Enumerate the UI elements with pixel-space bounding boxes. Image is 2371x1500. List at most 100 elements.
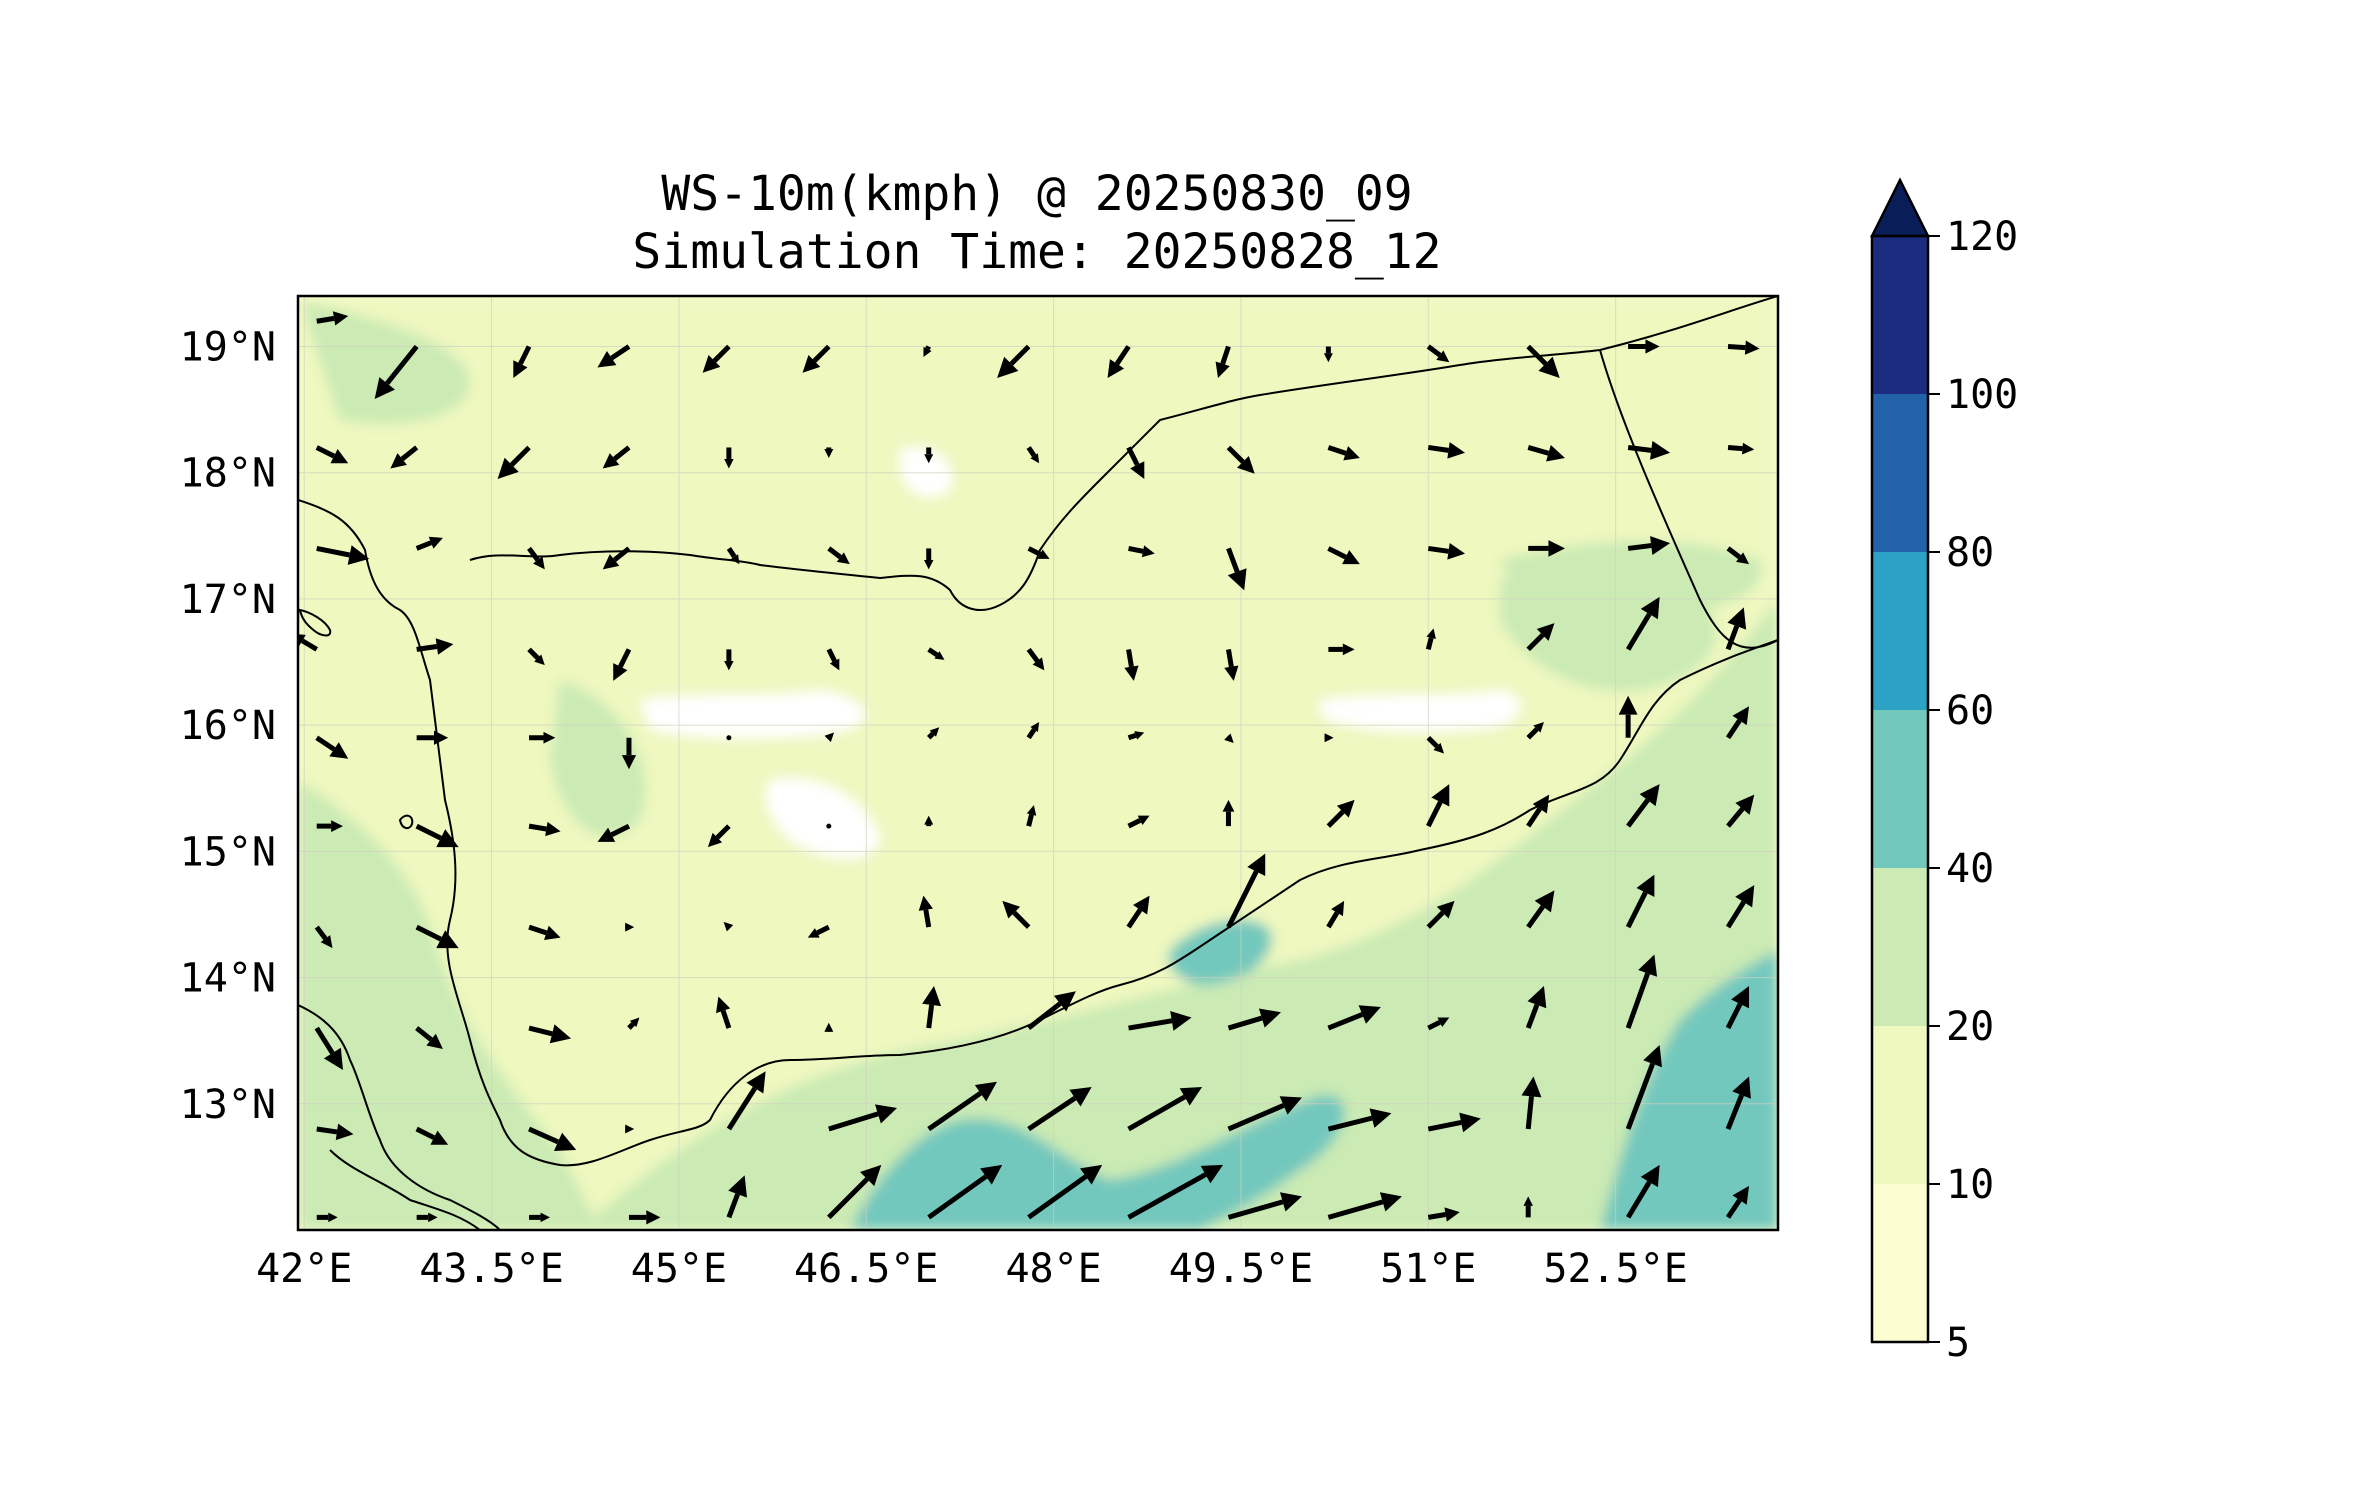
wind-arrow (1226, 445, 1255, 474)
wind-arrow (1727, 442, 1755, 455)
wind-arrow (1427, 442, 1466, 459)
wind-arrow (724, 447, 734, 469)
wind-arrow (1326, 900, 1345, 929)
wind-arrow (513, 345, 532, 378)
wind-arrow (1027, 991, 1076, 1031)
wind-arrow (716, 996, 732, 1029)
wind-arrow (702, 344, 731, 373)
wind-arrow (390, 445, 419, 469)
wind-arrow (1222, 799, 1235, 827)
wind-arrow (1727, 340, 1760, 355)
wind-arrow (927, 647, 945, 660)
wind-arrow (528, 821, 561, 837)
wind-arrow (1227, 1192, 1302, 1220)
wind-arrow (597, 344, 631, 368)
wind-arrow (1627, 440, 1671, 460)
wind-arrow (924, 447, 934, 464)
wind-arrow (1526, 794, 1550, 828)
wind-arrow (597, 823, 631, 842)
wind-arrow (1427, 1207, 1460, 1222)
wind-arrow (627, 1017, 640, 1030)
calm-patch-central (640, 690, 865, 739)
wind-arrow (1427, 1017, 1450, 1031)
colorbar-segment (1872, 868, 1928, 1026)
x-tick-label: 48°E (1005, 1246, 1101, 1292)
contour-band-20-40-coast (580, 600, 1778, 1230)
wind-arrow (1027, 546, 1050, 559)
wind-arrow (1124, 648, 1139, 681)
wind-arrow (1227, 1096, 1302, 1132)
coastline-arabia (298, 499, 1778, 1167)
wind-arrow (415, 823, 459, 848)
wind-arrow (1426, 900, 1455, 929)
wind-arrow (726, 1071, 766, 1131)
map-frame (296, 294, 1780, 1232)
calm-patch-south-central (766, 778, 880, 859)
wind-arrow (1426, 735, 1445, 754)
wind-arrow (1625, 596, 1660, 651)
chart-subtitle: Simulation Time: 20250828_12 (632, 224, 1441, 280)
wind-arrow (1107, 345, 1131, 378)
wind-arrow (1725, 986, 1750, 1030)
colorbar-tick-label: 40 (1946, 846, 1994, 892)
wind-arrow (1526, 344, 1560, 378)
colorbar-tick-label: 20 (1946, 1004, 1994, 1050)
wind-arrow (918, 895, 933, 928)
wind-arrow (316, 1123, 354, 1141)
wind-arrow (1027, 1164, 1103, 1220)
wind-arrow (314, 925, 333, 949)
wind-arrow (1227, 1008, 1281, 1031)
island-farasan (298, 608, 332, 637)
wind-arrow (1128, 1010, 1192, 1031)
contour-band-20-40-sw (298, 780, 600, 1230)
colorbar-segment (1872, 552, 1928, 710)
wind-arrow (621, 737, 637, 770)
colorbar-tick-label: 60 (1946, 688, 1994, 734)
wind-arrow (1625, 954, 1658, 1029)
wind-arrow (528, 1126, 577, 1152)
wind-arrow (1324, 733, 1334, 743)
wind-arrow (1327, 445, 1360, 461)
wind-arrow (529, 731, 556, 744)
island-kamaran (398, 814, 414, 830)
wind-arrow (625, 1124, 635, 1134)
x-axis: 42°E 43.5°E 45°E 46.5°E 48°E 49.5°E 51°E 52.5°E (256, 1246, 1688, 1292)
wind-arrow (726, 1175, 747, 1219)
wind-arrow (1323, 346, 1333, 363)
wind-arrow (726, 735, 732, 741)
wind-arrow (602, 546, 631, 570)
wind-arrow (1326, 799, 1355, 828)
chart-title: WS-10m(kmph) @ 20250830_09 (661, 166, 1412, 222)
border-eritrea-ethiopia (329, 1149, 481, 1230)
wind-arrow (628, 1210, 661, 1225)
colorbar-segment (1872, 236, 1928, 394)
wind-arrow (298, 634, 319, 652)
wind-arrow (1427, 543, 1466, 560)
x-tick-label: 42°E (256, 1246, 352, 1292)
wind-arrow (926, 727, 940, 740)
wind-arrow (1426, 344, 1450, 363)
wind-arrow (997, 344, 1031, 378)
wind-arrow (1628, 339, 1660, 354)
wind-arrow (1625, 1164, 1660, 1219)
calm-patch-east (1320, 690, 1522, 732)
wind-arrow (1327, 1005, 1381, 1031)
wind-arrow (1226, 853, 1266, 929)
colorbar-tick-label: 10 (1946, 1162, 1994, 1208)
wind-arrow (1126, 895, 1150, 929)
x-tick-label: 45°E (631, 1246, 727, 1292)
wind-arrow (1726, 546, 1750, 565)
wind-arrow (1026, 722, 1040, 740)
wind-arrow (315, 445, 349, 464)
x-tick-label: 49.5°E (1169, 1246, 1314, 1292)
wind-arrow (923, 345, 932, 357)
wind-arrow (529, 1212, 551, 1223)
wind-arrow (802, 344, 831, 373)
wind-arrow (824, 1022, 834, 1032)
wind-arrow (724, 649, 734, 671)
wind-arrow (497, 445, 531, 479)
wind-arrow (415, 536, 443, 551)
colorbar-segment (1872, 1184, 1928, 1342)
wind-arrow (927, 1164, 1003, 1220)
